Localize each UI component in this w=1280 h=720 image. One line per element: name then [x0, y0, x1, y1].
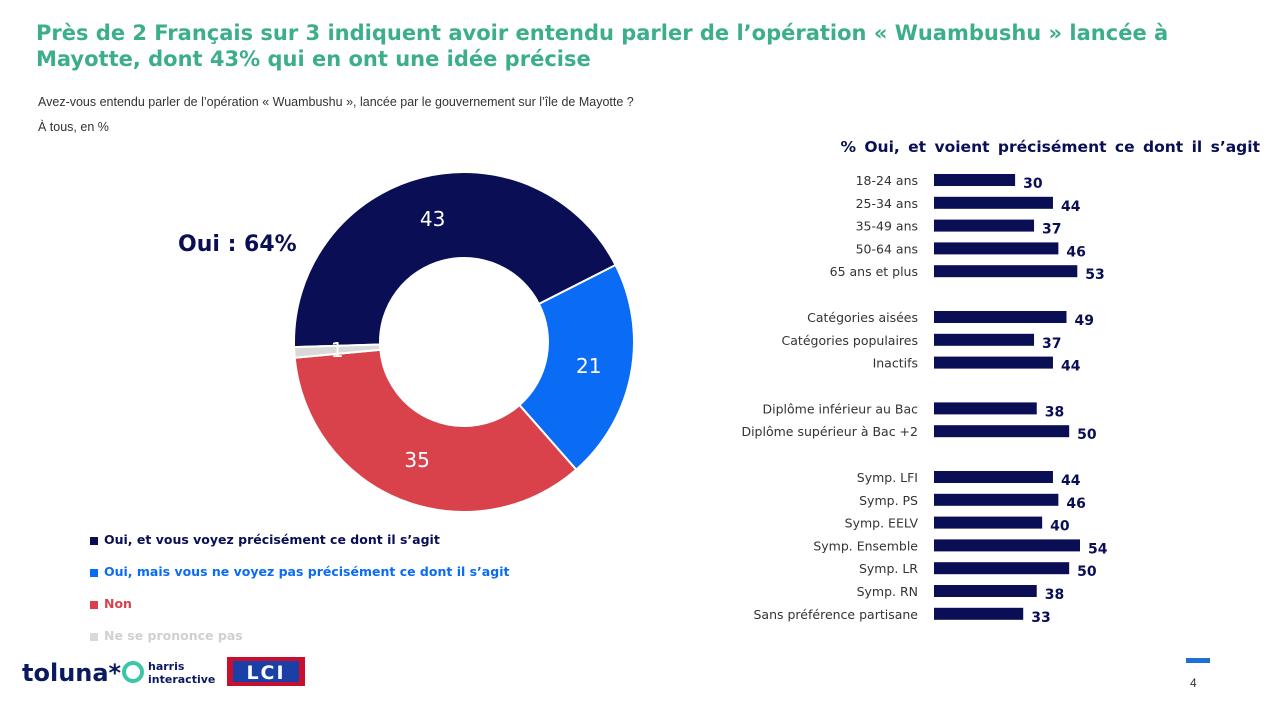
bar-value-label: 46	[1066, 244, 1085, 260]
bar-chart: 18-24 ans 30 25-34 ans 44 35-49 ans 37 50-64 a…	[741, 173, 1108, 626]
bar-category-label: Sans préférence partisane	[754, 607, 919, 622]
bar-category-label: 25-34 ans	[856, 196, 918, 211]
legend-swatch	[90, 537, 98, 545]
bar-value-label: 30	[1023, 176, 1043, 192]
bar-category-label: Symp. LFI	[857, 470, 918, 485]
bar	[934, 493, 1059, 506]
bar-category-label: Symp. LR	[859, 561, 918, 576]
bar-category-label: Diplôme supérieur à Bac +2	[741, 424, 918, 439]
bar-category-label: Symp. Ensemble	[813, 538, 918, 553]
bar	[934, 402, 1037, 415]
harris-interactive-logo: harris interactive	[122, 660, 215, 686]
bar-value-label: 37	[1042, 222, 1061, 238]
bar-category-label: 50-64 ans	[856, 241, 918, 256]
bar	[934, 311, 1067, 323]
donut-slice	[293, 343, 382, 359]
page-number: 4	[1190, 676, 1197, 690]
toluna-logo: toluna*	[22, 659, 121, 687]
donut-slice-label: 21	[576, 354, 601, 378]
bar	[934, 174, 1016, 186]
donut-chart: 43 21 35 1	[293, 171, 635, 513]
bar	[934, 562, 1070, 575]
bar-category-label: 35-49 ans	[856, 219, 918, 234]
bar	[934, 425, 1070, 438]
bar-value-label: 46	[1066, 496, 1085, 512]
donut-slice	[293, 348, 578, 513]
svg-text:harris: harris	[148, 660, 185, 673]
donut-slice-label: 43	[420, 207, 445, 231]
legend-label: Ne se prononce pas	[104, 628, 243, 643]
bar-value-label: 54	[1088, 541, 1108, 557]
bar-value-label: 44	[1061, 359, 1081, 375]
bar-category-label: Symp. EELV	[845, 516, 919, 531]
bar	[934, 539, 1080, 552]
bar	[934, 219, 1035, 232]
legend-swatch	[90, 569, 98, 577]
bar	[934, 242, 1059, 255]
donut-slice-label: 1	[331, 338, 344, 362]
bar-value-label: 33	[1031, 610, 1050, 626]
bar-value-label: 44	[1061, 199, 1081, 215]
donut-slice	[293, 171, 617, 349]
bar-value-label: 38	[1045, 587, 1064, 603]
bar-value-label: 49	[1074, 313, 1093, 329]
bar-category-label: Symp. RN	[857, 584, 918, 599]
bar-category-label: Inactifs	[873, 356, 918, 371]
bar-value-label: 44	[1061, 473, 1081, 489]
oui-total-label: Oui : 64%	[178, 232, 297, 257]
bar	[934, 607, 1024, 620]
bar-category-label: Catégories populaires	[782, 333, 918, 348]
bar-category-label: Catégories aisées	[807, 310, 918, 325]
page-title: Près de 2 Français sur 3 indiquent avoir…	[36, 21, 1169, 71]
bar-value-label: 50	[1077, 564, 1097, 580]
lci-logo: LCI	[227, 657, 305, 686]
bar-chart-title: % Oui, et voient précisément ce dont il …	[840, 138, 1260, 156]
bar-value-label: 50	[1077, 427, 1097, 443]
base-text: À tous, en %	[38, 120, 109, 134]
bar-value-label: 53	[1085, 267, 1104, 283]
bar-category-label: Diplôme inférieur au Bac	[763, 401, 919, 416]
svg-text:LCI: LCI	[246, 662, 285, 684]
bar	[934, 265, 1078, 278]
bar-value-label: 37	[1042, 336, 1061, 352]
donut-slice-label: 35	[404, 448, 429, 472]
legend-label: Non	[104, 596, 132, 611]
bar	[934, 333, 1035, 346]
bar	[934, 471, 1053, 483]
bar-category-label: 18-24 ans	[856, 173, 918, 188]
bar-value-label: 40	[1050, 519, 1070, 535]
bar-category-label: 65 ans et plus	[830, 264, 918, 279]
bar	[934, 516, 1043, 529]
toluna-logo-text: toluna*	[22, 659, 122, 687]
legend-label: Oui, et vous voyez précisément ce dont i…	[104, 532, 440, 547]
bar	[934, 196, 1053, 209]
legend-label: Oui, mais vous ne voyez pas précisément …	[104, 564, 510, 579]
legend-swatch	[90, 601, 98, 609]
svg-text:interactive: interactive	[148, 673, 215, 686]
bar	[934, 356, 1053, 369]
legend-swatch	[90, 633, 98, 641]
question-text: Avez-vous entendu parler de l’opération …	[38, 95, 634, 109]
bar-value-label: 38	[1045, 404, 1064, 420]
bar	[934, 585, 1037, 597]
donut-slice	[518, 263, 635, 472]
bar-category-label: Symp. PS	[859, 493, 918, 508]
page-accent-bar	[1186, 658, 1210, 663]
